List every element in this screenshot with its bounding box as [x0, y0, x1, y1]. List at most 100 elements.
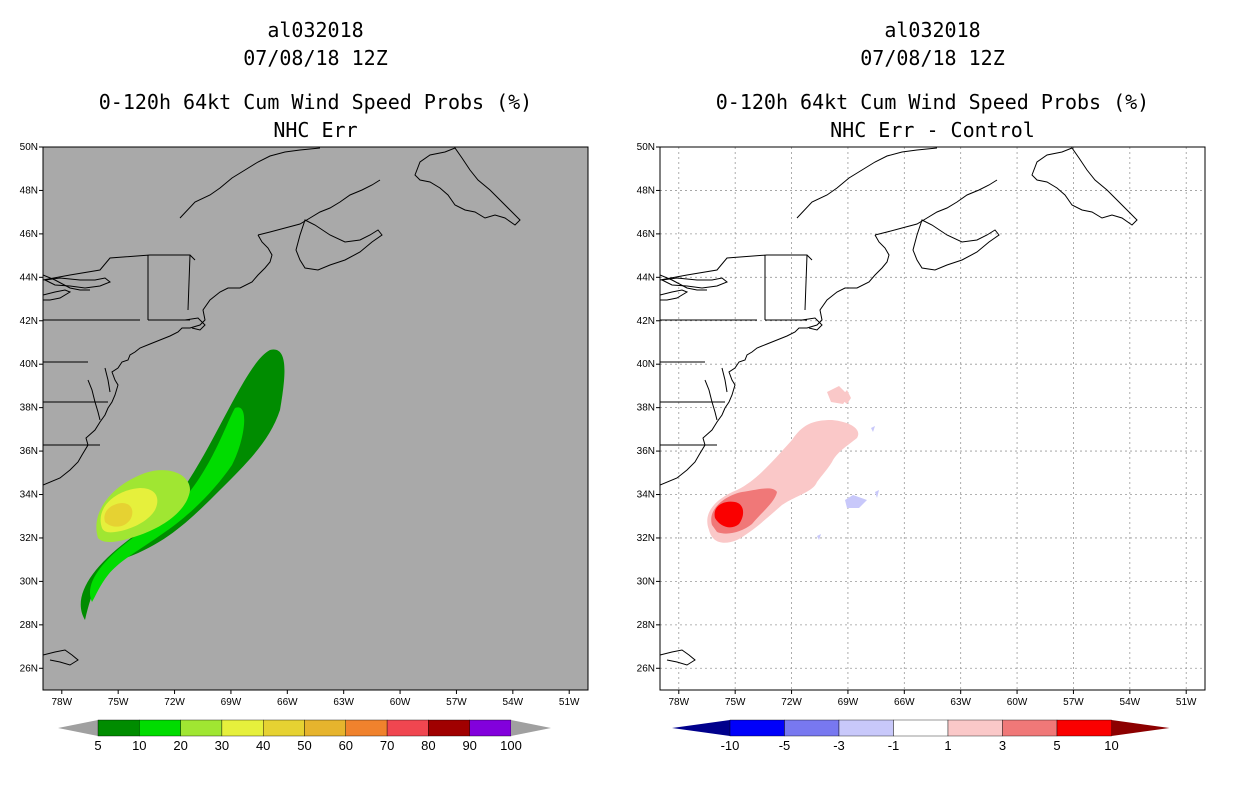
coastline-layer	[43, 147, 521, 666]
state-borders	[660, 254, 813, 446]
lat-tick-label: 30N	[637, 576, 655, 587]
lat-tick-label: 48N	[637, 185, 655, 196]
map-frame	[42, 146, 589, 691]
lat-tick-label: 26N	[20, 663, 38, 674]
colorbar-segment	[1002, 719, 1058, 737]
colorbar-label: 30	[215, 738, 229, 753]
map-background	[43, 147, 588, 690]
lat-tick-label: 32N	[637, 533, 655, 544]
lat-tick-label: 36N	[20, 446, 38, 457]
colorbar-label: -10	[721, 738, 740, 753]
bahamas	[660, 649, 696, 666]
lat-tick-label: 34N	[637, 490, 655, 501]
colorbar-segment	[180, 719, 223, 737]
colorbar-label: 10	[132, 738, 146, 753]
lat-tick-label: 38N	[637, 403, 655, 414]
left-title-subtitle: NHC Err	[273, 118, 358, 142]
lon-tick-label: 66W	[277, 697, 298, 708]
great-lakes-ontario	[660, 277, 728, 289]
chesapeake-bay	[87, 367, 111, 421]
bahamas	[43, 649, 79, 666]
left-colorbar: 5 10 20 30 40 50 60 70 80 90 100	[58, 719, 551, 753]
right-map-panel: 50N 48N 46N 44N 42N 40N 38N 36N 34N 32N 30N 28N 26N 7…	[637, 142, 1206, 708]
lat-tick-label: 40N	[20, 359, 38, 370]
coastline-layer	[660, 147, 1138, 666]
colorbar-segment	[345, 719, 388, 737]
state-borders	[43, 254, 196, 446]
lat-tick-label: 40N	[637, 359, 655, 370]
lat-tick-label: 50N	[20, 142, 38, 153]
colorbar-segment	[893, 719, 949, 737]
right-title-subtitle: NHC Err - Control	[830, 118, 1035, 142]
graticule	[660, 147, 1205, 690]
colorbar-label: 90	[462, 738, 476, 753]
coastline-nova-scotia	[912, 219, 1000, 271]
map-frame	[659, 146, 1206, 691]
colorbar-segment	[729, 719, 785, 737]
diff-contour-5	[714, 501, 744, 528]
coastline-gulf-st-lawrence	[179, 147, 321, 219]
lat-tick-label: 30N	[20, 576, 38, 587]
colorbar-segment	[428, 719, 470, 737]
colorbar-label: 70	[380, 738, 394, 753]
lat-tick-label: 44N	[637, 272, 655, 283]
axis-ticks: 50N 48N 46N 44N 42N 40N 38N 36N 34N 32N 30N 28N 26N 7…	[20, 142, 580, 708]
lat-tick-label: 36N	[637, 446, 655, 457]
axis-ticks: 50N 48N 46N 44N 42N 40N 38N 36N 34N 32N 30N 28N 26N 7…	[637, 142, 1197, 708]
lat-tick-label: 50N	[637, 142, 655, 153]
coastline-us-east	[660, 234, 890, 486]
lon-tick-label: 57W	[446, 697, 467, 708]
coastline-us-east	[43, 234, 273, 486]
colorbar-label: -1	[888, 738, 900, 753]
colorbar-segment	[139, 719, 181, 737]
lon-tick-label: 63W	[333, 697, 354, 708]
lon-tick-label: 54W	[503, 697, 524, 708]
colorbar-label: 3	[999, 738, 1006, 753]
coastline-newfoundland	[1031, 147, 1138, 226]
colorbar-segment	[1056, 719, 1112, 737]
lon-tick-label: 69W	[221, 697, 242, 708]
coastline-maritimes	[257, 179, 381, 236]
lat-tick-label: 38N	[20, 403, 38, 414]
colorbar-label: -5	[779, 738, 791, 753]
coastline-gulf-st-lawrence	[796, 147, 938, 219]
coastline-cape-cod	[184, 317, 206, 331]
colorbar-segment	[263, 719, 305, 737]
colorbar-under-triangle	[58, 720, 98, 736]
left-title-datetime: 07/08/18 12Z	[243, 46, 388, 70]
colorbar-label: 5	[94, 738, 101, 753]
colorbar-label: 1	[944, 738, 951, 753]
lon-tick-label: 51W	[1176, 697, 1197, 708]
great-lakes-erie	[43, 289, 72, 301]
lon-tick-label: 60W	[1007, 697, 1028, 708]
lon-tick-label: 78W	[52, 697, 73, 708]
lon-tick-label: 75W	[108, 697, 129, 708]
colorbar-under-triangle	[672, 720, 730, 736]
lon-tick-label: 60W	[390, 697, 411, 708]
great-lakes-ontario	[43, 277, 111, 289]
lat-tick-label: 34N	[20, 490, 38, 501]
left-map-panel: 50N 48N 46N 44N 42N 40N 38N 36N 34N 32N 30N 28N 26N 7…	[20, 142, 589, 708]
coastline-nova-scotia	[295, 219, 383, 271]
colorbar-label: 40	[256, 738, 270, 753]
lon-tick-label: 72W	[164, 697, 185, 708]
prob-contour-40	[104, 503, 133, 527]
map-background	[660, 147, 1205, 690]
colorbar-label: 20	[173, 738, 187, 753]
colorbar-over-triangle	[511, 720, 551, 736]
lon-tick-label: 54W	[1120, 697, 1141, 708]
lat-tick-label: 44N	[20, 272, 38, 283]
lat-tick-label: 46N	[637, 229, 655, 240]
colorbar-segment	[784, 719, 840, 737]
colorbar-segment	[947, 719, 1003, 737]
coastline-newfoundland	[414, 147, 521, 226]
colorbar-label: 50	[297, 738, 311, 753]
lat-tick-label: 48N	[20, 185, 38, 196]
colorbar-label: 100	[500, 738, 522, 753]
lon-tick-label: 69W	[838, 697, 859, 708]
lon-tick-label: 63W	[950, 697, 971, 708]
colorbar-label: -3	[833, 738, 845, 753]
lat-tick-label: 28N	[20, 620, 38, 631]
lon-tick-label: 57W	[1063, 697, 1084, 708]
lat-tick-label: 32N	[20, 533, 38, 544]
